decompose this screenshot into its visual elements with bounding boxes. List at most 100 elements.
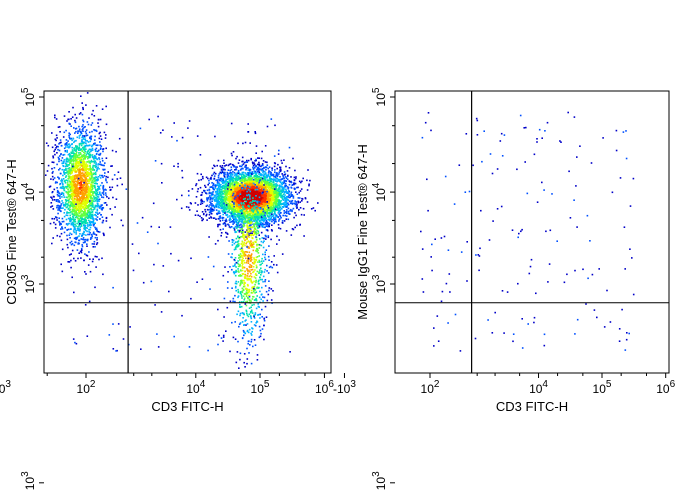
data-point (82, 166, 84, 169)
data-point (69, 137, 71, 140)
data-point (98, 157, 100, 159)
data-point (247, 232, 249, 234)
data-point (224, 176, 226, 179)
data-point (51, 217, 53, 220)
data-point (108, 197, 110, 200)
data-point (199, 215, 201, 217)
data-point (68, 132, 70, 134)
data-point (84, 191, 87, 194)
data-point (52, 161, 55, 164)
data-point (80, 205, 82, 208)
data-point (84, 150, 87, 153)
data-point (84, 253, 86, 255)
data-point (251, 216, 254, 219)
data-point (69, 241, 71, 244)
data-point (81, 136, 83, 139)
data-point (290, 193, 292, 195)
data-point (75, 167, 78, 170)
data-point (86, 432, 88, 434)
data-point (89, 226, 92, 229)
data-point (233, 222, 235, 224)
data-point (78, 220, 81, 222)
data-point (93, 223, 95, 225)
data-point (293, 216, 295, 219)
data-point (116, 423, 118, 425)
data-point (81, 432, 83, 434)
data-point (82, 421, 84, 423)
data-point (98, 430, 100, 432)
data-point (257, 157, 259, 159)
data-point (281, 178, 284, 180)
data-point (68, 261, 71, 263)
data-point (78, 184, 81, 187)
data-point (217, 206, 220, 209)
data-point (91, 417, 93, 419)
data-point (95, 426, 97, 428)
data-point (276, 197, 279, 199)
data-point (96, 170, 98, 172)
data-point (62, 202, 64, 204)
data-point (89, 238, 92, 240)
data-point (98, 132, 101, 135)
data-point (56, 407, 58, 409)
data-point (90, 149, 93, 151)
data-point (104, 172, 106, 174)
data-point (52, 170, 54, 173)
data-point (75, 205, 78, 207)
data-point (272, 205, 275, 207)
data-point (102, 176, 104, 179)
data-point (69, 426, 71, 428)
data-point (83, 194, 85, 197)
data-point (88, 199, 90, 201)
data-point (216, 182, 219, 184)
data-point (84, 431, 86, 433)
data-point (88, 156, 90, 159)
data-point (59, 167, 61, 170)
data-point (271, 189, 273, 192)
data-point (88, 189, 91, 192)
data-point (243, 174, 246, 177)
data-point (64, 418, 66, 420)
data-point (63, 159, 66, 161)
data-point (78, 170, 80, 173)
data-point (63, 115, 66, 117)
data-point (61, 181, 63, 183)
data-point (90, 209, 93, 211)
data-point (230, 168, 233, 171)
data-point (49, 185, 52, 188)
data-point (75, 177, 78, 179)
data-point (82, 205, 84, 208)
data-point (84, 144, 87, 147)
data-point (59, 224, 61, 226)
data-point (89, 442, 91, 444)
data-point (82, 418, 84, 420)
data-point (85, 431, 87, 433)
data-point (281, 183, 284, 185)
data-point (94, 222, 96, 224)
data-point (65, 160, 68, 163)
data-point (224, 204, 226, 206)
data-point (69, 162, 71, 164)
data-point (80, 222, 83, 225)
data-point (76, 155, 78, 158)
data-point (67, 201, 70, 204)
data-point (64, 435, 66, 437)
data-point (85, 423, 87, 425)
data-point (90, 159, 93, 162)
data-point (99, 423, 101, 425)
data-point (282, 203, 284, 206)
data-point (95, 422, 97, 424)
data-point (87, 415, 89, 417)
data-point (88, 144, 91, 146)
data-point (87, 426, 89, 428)
data-point (91, 174, 93, 176)
data-point (220, 193, 222, 196)
data-point (93, 154, 96, 157)
data-point (73, 165, 75, 168)
data-point (102, 193, 105, 196)
data-point (79, 191, 81, 193)
data-point (95, 211, 97, 214)
data-point (53, 150, 55, 153)
data-point (66, 224, 69, 226)
data-point (93, 431, 95, 433)
